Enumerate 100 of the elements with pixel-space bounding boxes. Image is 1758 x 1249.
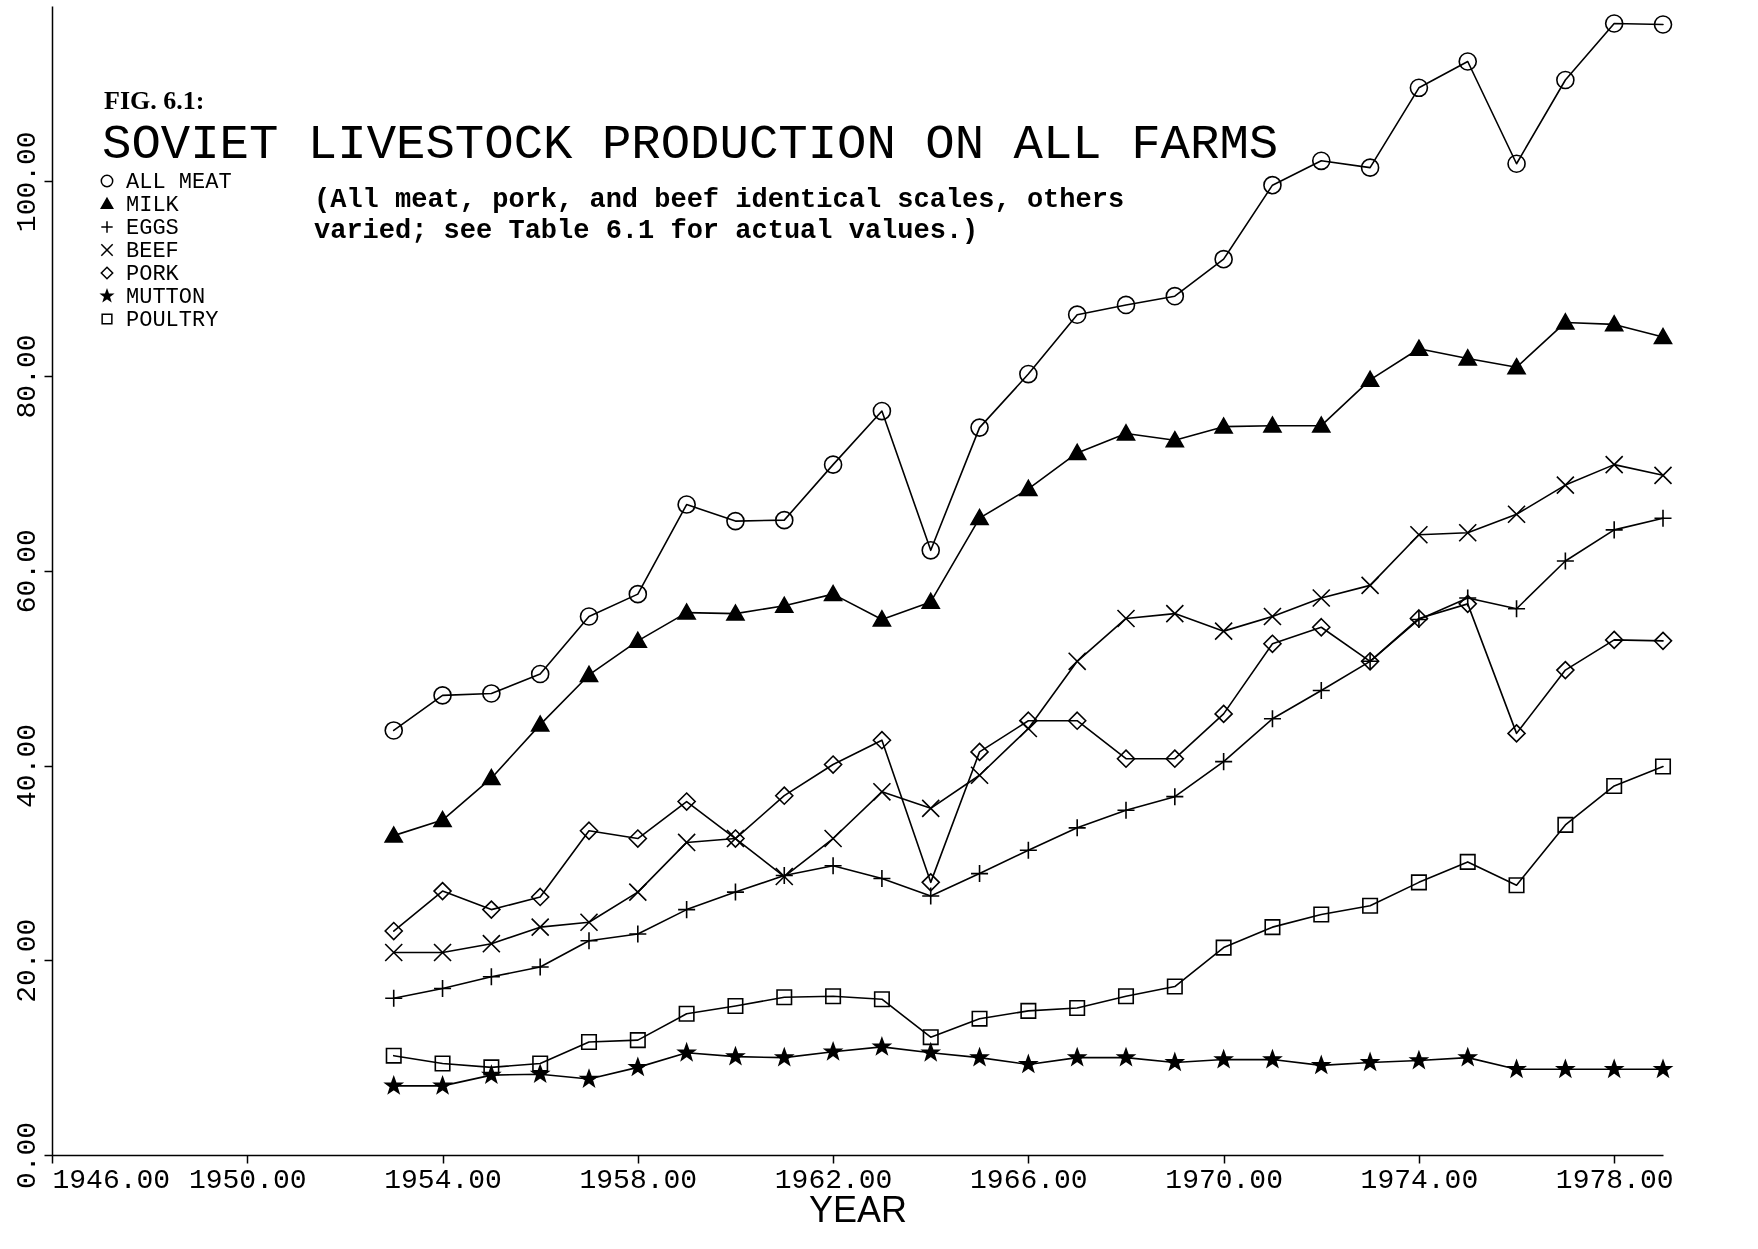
point xyxy=(1020,1002,1037,1019)
point xyxy=(1458,349,1478,366)
point xyxy=(384,721,404,740)
point xyxy=(677,495,696,514)
point xyxy=(433,1076,452,1094)
point xyxy=(1410,874,1427,891)
point xyxy=(384,988,404,1008)
point xyxy=(1312,1056,1331,1074)
point xyxy=(1067,305,1087,324)
x-tick-label: 1954.00 xyxy=(384,1164,502,1196)
point xyxy=(921,1043,940,1061)
point xyxy=(628,882,648,902)
point xyxy=(921,799,941,818)
point xyxy=(776,989,793,1006)
point xyxy=(1019,711,1038,731)
point xyxy=(677,1043,696,1061)
point xyxy=(1556,313,1575,330)
point xyxy=(580,1069,598,1087)
point xyxy=(433,686,452,705)
legend-label: POULTRY xyxy=(126,308,219,333)
point xyxy=(1263,607,1282,626)
point xyxy=(1361,1053,1379,1071)
x-tick-label: 1950.00 xyxy=(188,1164,307,1196)
point xyxy=(1654,1060,1672,1078)
point xyxy=(1311,416,1331,433)
legend-label: BEEF xyxy=(126,239,179,264)
point xyxy=(1019,1055,1038,1073)
x-tick-label: 1966.00 xyxy=(970,1164,1088,1196)
point xyxy=(579,821,599,841)
y-tick-label: 0.00 xyxy=(11,1121,43,1190)
point xyxy=(872,401,892,421)
legend-label: EGGS xyxy=(126,216,179,241)
point xyxy=(1068,1048,1087,1066)
y-tick-label: 20.00 xyxy=(11,918,43,1003)
point xyxy=(530,664,550,684)
point xyxy=(1556,475,1575,495)
point xyxy=(1214,417,1233,434)
point xyxy=(385,1047,402,1064)
point xyxy=(1360,158,1380,177)
legend-label: MUTTON xyxy=(126,285,206,310)
point xyxy=(1311,681,1331,700)
point xyxy=(433,979,452,998)
point xyxy=(384,943,404,962)
point xyxy=(677,792,696,811)
point xyxy=(1069,999,1086,1016)
point xyxy=(1507,1060,1526,1078)
point xyxy=(1654,758,1672,775)
point xyxy=(726,882,745,902)
point xyxy=(1311,588,1331,608)
point xyxy=(823,755,843,774)
point xyxy=(1116,749,1136,769)
text: SOVIET LIVESTOCK PRODUCTION ON ALL FARMS xyxy=(102,117,1279,173)
point xyxy=(1263,175,1282,195)
point xyxy=(1557,816,1574,833)
point xyxy=(970,765,989,785)
point xyxy=(1360,370,1380,388)
point xyxy=(921,873,941,892)
y-tick-label: 60.00 xyxy=(11,529,43,614)
point xyxy=(872,782,892,802)
point xyxy=(825,988,842,1005)
point xyxy=(1214,249,1233,269)
point xyxy=(1214,621,1233,641)
point xyxy=(482,768,501,786)
point xyxy=(1215,939,1232,956)
point xyxy=(530,887,550,907)
point xyxy=(1214,704,1233,724)
point xyxy=(1067,652,1087,671)
point xyxy=(1165,286,1185,306)
point xyxy=(970,742,989,762)
point xyxy=(1263,634,1282,654)
point xyxy=(433,881,452,901)
point xyxy=(823,829,843,848)
point xyxy=(629,1032,646,1049)
point xyxy=(1165,749,1185,769)
point xyxy=(532,1055,549,1072)
point xyxy=(628,584,648,604)
point xyxy=(1165,787,1185,806)
point xyxy=(1458,523,1478,543)
point xyxy=(1507,357,1526,375)
point xyxy=(1165,1053,1184,1071)
point xyxy=(677,833,696,852)
point xyxy=(1458,1048,1477,1066)
point xyxy=(1459,853,1476,870)
point xyxy=(970,1048,989,1066)
point xyxy=(922,1029,939,1046)
point xyxy=(1604,315,1624,332)
point xyxy=(1165,430,1185,448)
point xyxy=(1507,504,1526,524)
point xyxy=(1409,525,1429,545)
point xyxy=(1410,1051,1428,1069)
point xyxy=(1604,14,1624,33)
point xyxy=(726,1047,745,1065)
point xyxy=(921,541,941,560)
point xyxy=(1117,1048,1135,1066)
point xyxy=(482,900,501,919)
point xyxy=(873,991,890,1008)
point xyxy=(824,1042,842,1060)
text: (All meat, pork, and beef identical scales, others varied; see Table 6.1 for actual values.) xyxy=(314,185,1125,246)
point xyxy=(873,1037,891,1055)
point xyxy=(1362,897,1379,914)
